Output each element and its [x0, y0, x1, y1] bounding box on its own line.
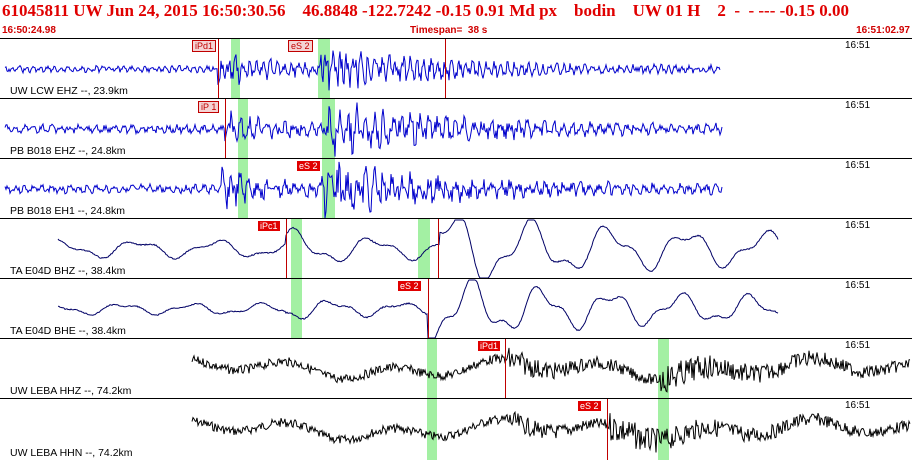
s-window-marker — [418, 219, 430, 278]
pick-label-s[interactable]: eS 2 — [288, 40, 313, 52]
station-label: UW LEBA HHN --, 74.2km — [10, 447, 133, 459]
s-window-marker — [322, 159, 335, 218]
p-window-marker — [427, 339, 437, 398]
s-pick-line[interactable] — [607, 399, 608, 460]
pick-label-s[interactable]: eS 2 — [398, 281, 421, 291]
pick-label-p[interactable]: iPd1 — [192, 40, 217, 52]
panel-time-label: 16:51 — [845, 40, 871, 51]
station-label: TA E04D BHZ --, 38.4km — [10, 265, 126, 277]
panel-time-label: 16:51 — [845, 280, 871, 291]
p-pick-line[interactable] — [218, 39, 219, 98]
trace-panel-ta-e04d-bhz[interactable]: iPc1 TA E04D BHZ --, 38.4km 16:51 — [0, 218, 912, 278]
station-label: PB B018 EH1 --, 24.8km — [10, 205, 125, 217]
pick-label-s[interactable]: eS 2 — [578, 401, 601, 411]
p-pick-line[interactable] — [286, 219, 287, 278]
waveform-line — [191, 410, 911, 453]
waveform-trace — [191, 347, 911, 393]
station-label: UW LEBA HHZ --, 74.2km — [10, 385, 132, 397]
trace-panel-ta-e04d-bhe[interactable]: eS 2 TA E04D BHE --, 38.4km 16:51 — [0, 278, 912, 338]
p-window-marker — [238, 159, 248, 218]
waveform-line — [57, 279, 779, 338]
station-label: UW LCW EHZ --, 23.9km — [10, 85, 128, 97]
waveform-line — [4, 161, 723, 218]
waveform-line — [57, 219, 779, 278]
p-window-marker — [291, 219, 302, 278]
waveform-trace — [4, 161, 723, 218]
s-pick-line[interactable] — [445, 39, 446, 98]
station-label: PB B018 EHZ --, 24.8km — [10, 145, 126, 157]
pick-label-p[interactable]: iPc1 — [258, 221, 280, 231]
panel-time-label: 16:51 — [845, 160, 871, 171]
trace-panel-uw-leba-hhn[interactable]: eS 2 UW LEBA HHN --, 74.2km 16:51 — [0, 398, 912, 460]
s-pick-line[interactable] — [438, 219, 439, 278]
pick-label-p[interactable]: iPd1 — [478, 341, 501, 351]
waveform-trace — [57, 279, 779, 338]
waveform-line — [4, 102, 723, 157]
panel-time-label: 16:51 — [845, 400, 871, 411]
p-window-marker — [291, 279, 302, 338]
waveform-trace — [191, 410, 911, 453]
s-window-marker — [658, 399, 669, 460]
trace-panel-pb-b018-ehz[interactable]: iP 1 PB B018 EHZ --, 24.8km 16:51 — [0, 98, 912, 158]
p-window-marker — [231, 39, 240, 98]
window-start-time: 16:50:24.98 — [2, 25, 56, 36]
waveform-line — [191, 347, 911, 393]
waveform-trace — [4, 102, 723, 157]
p-window-marker — [427, 399, 437, 460]
panel-time-label: 16:51 — [845, 340, 871, 351]
panel-time-label: 16:51 — [845, 220, 871, 231]
event-summary-title: 61045811 UW Jun 24, 2015 16:50:30.56 46.… — [2, 1, 850, 20]
seismogram-panels[interactable]: iPd1 eS 2 UW LCW EHZ --, 23.9km 16:51 iP… — [0, 38, 912, 460]
event-header: 61045811 UW Jun 24, 2015 16:50:30.56 46.… — [0, 0, 912, 38]
waveform-line — [4, 50, 721, 91]
timespan-readout: Timespan= 38 s — [410, 25, 488, 36]
trace-panel-uw-leba-hhz[interactable]: iPd1 UW LEBA HHZ --, 74.2km 16:51 — [0, 338, 912, 398]
window-end-time: 16:51:02.97 — [856, 25, 910, 36]
trace-panel-uw-lcw-ehz[interactable]: iPd1 eS 2 UW LCW EHZ --, 23.9km 16:51 — [0, 38, 912, 98]
waveform-trace — [57, 219, 779, 278]
panel-time-label: 16:51 — [845, 100, 871, 111]
trace-panel-pb-b018-eh1[interactable]: eS 2 PB B018 EH1 --, 24.8km 16:51 — [0, 158, 912, 218]
pick-label-p[interactable]: iP 1 — [198, 101, 220, 113]
station-label: TA E04D BHE --, 38.4km — [10, 325, 126, 337]
waveform-trace — [4, 50, 721, 91]
pick-label-s[interactable]: eS 2 — [297, 161, 320, 171]
s-window-marker — [658, 339, 669, 398]
s-pick-line[interactable] — [428, 279, 429, 338]
p-pick-line[interactable] — [505, 339, 506, 398]
p-pick-line[interactable] — [225, 99, 226, 158]
